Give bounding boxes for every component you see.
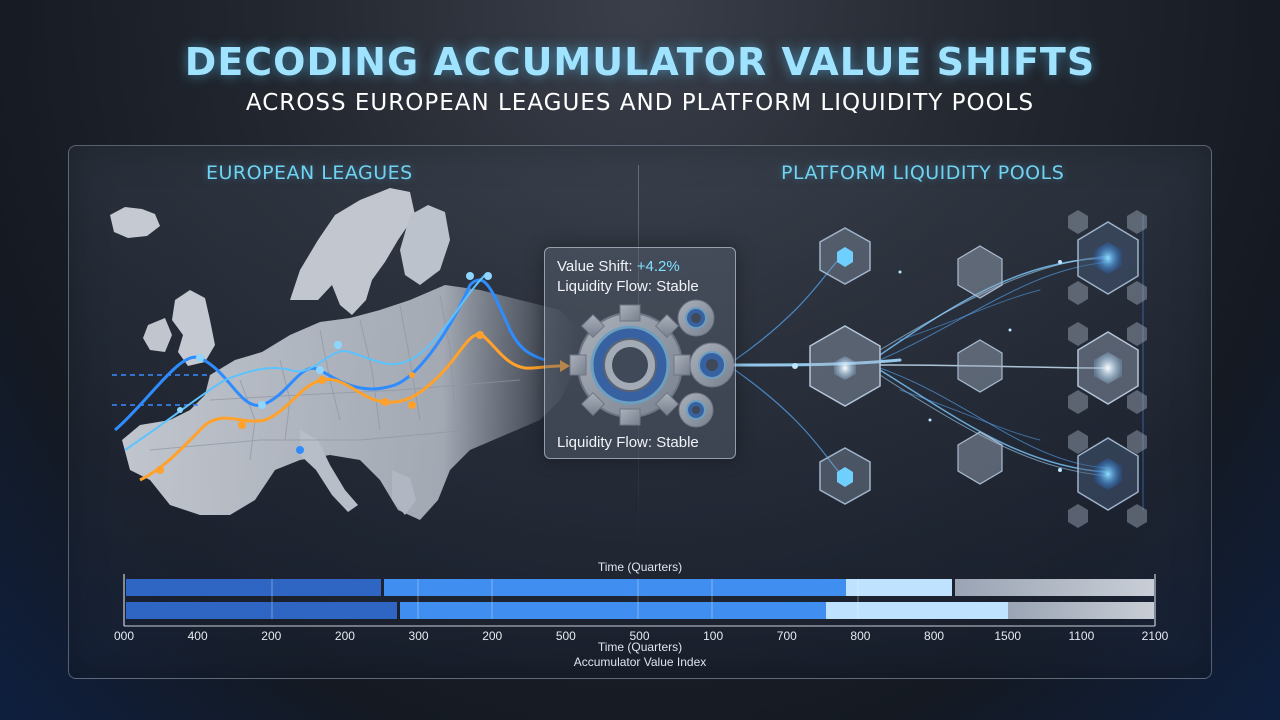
timeline-tick-label: 2100 <box>1141 629 1169 643</box>
small-gear-middle-icon <box>689 342 735 388</box>
timeline-tick-label: 300 <box>408 629 429 643</box>
greece-shape <box>392 470 416 515</box>
iceland-shape <box>110 207 160 238</box>
gear-mechanism <box>569 299 735 428</box>
pool-hex-right-top <box>1068 210 1147 305</box>
timeline-tick-label: 400 <box>187 629 208 643</box>
timeline-bar-row-1 <box>126 579 1154 596</box>
sparkle-dots <box>792 260 1062 472</box>
timeline-tick-label: 500 <box>629 629 650 643</box>
timeline-tick-label: 200 <box>261 629 282 643</box>
timeline-gridlines <box>271 579 859 619</box>
timeline-tick-label: 1100 <box>1068 629 1095 643</box>
timeline-tick-label: 500 <box>555 629 576 643</box>
timeline-tick-label: 1500 <box>994 629 1022 643</box>
page-subtitle: ACROSS EUROPEAN LEAGUES AND PLATFORM LIQ… <box>245 90 1035 116</box>
timeline-chart <box>123 574 1156 627</box>
timeline-tick-label: 200 <box>334 629 355 643</box>
map-trend-lines <box>112 272 570 482</box>
pool-hex-right-middle <box>1068 322 1147 414</box>
pool-hex-mid-middle <box>957 339 1003 393</box>
timeline-axis-caption: Accumulator Value Index <box>573 655 707 669</box>
pool-hex-mid-bottom <box>957 431 1003 485</box>
timeline-tick-label: 100 <box>703 629 724 643</box>
value-shift-line: Value Shift: +4.2% <box>557 258 680 275</box>
value-shift-label: Value Shift: <box>557 258 633 275</box>
pool-hex-left-bottom <box>819 447 871 505</box>
country-borders <box>149 294 521 461</box>
trend-nodes <box>156 272 492 474</box>
timeline-axis-title-bottom: Time (Quarters) <box>597 640 683 654</box>
timeline-tick-label: 000 <box>113 629 135 643</box>
pool-hex-left-top <box>819 227 871 285</box>
value-shift-value: +4.2% <box>636 258 680 275</box>
small-gear-top-icon <box>677 299 715 337</box>
timeline-tick-label: 800 <box>850 629 871 643</box>
page-title: DECODING ACCUMULATOR VALUE SHIFTS <box>184 40 1096 84</box>
blue-trend-line-2 <box>124 274 486 451</box>
timeline-bar-row-2 <box>126 602 1154 619</box>
orange-arrow-head <box>560 360 570 372</box>
timeline-tick-label: 200 <box>482 629 503 643</box>
timeline-axis-title-top: Time (Quarters) <box>597 560 683 574</box>
finland-shape <box>400 205 450 285</box>
small-gear-bottom-icon <box>678 392 714 428</box>
pool-hex-mid-top <box>957 245 1003 299</box>
value-shift-card: Value Shift: +4.2% Liquidity Flow: Stabl… <box>544 247 736 459</box>
italy-shape <box>300 430 358 512</box>
europe-map <box>110 188 580 520</box>
pool-hex-left-middle <box>809 325 881 407</box>
liquidity-flow-bottom: Liquidity Flow: Stable <box>557 434 699 451</box>
scandinavia-shape <box>290 188 415 315</box>
pool-hex-right-bottom <box>1068 430 1147 528</box>
main-gear-icon <box>569 304 691 426</box>
ireland-shape <box>143 318 172 352</box>
orange-trend-line <box>139 332 561 482</box>
uk-shape <box>172 290 215 366</box>
timeline-tick-label: 700 <box>776 629 797 643</box>
liquidity-flow-top: Liquidity Flow: Stable <box>557 278 699 295</box>
timeline-tick-label: 800 <box>924 629 945 643</box>
liquidity-pool-nodes <box>792 210 1147 528</box>
european-leagues-label: EUROPEAN LEAGUES <box>206 162 413 184</box>
liquidity-pools-label: PLATFORM LIQUIDITY POOLS <box>781 162 1065 184</box>
